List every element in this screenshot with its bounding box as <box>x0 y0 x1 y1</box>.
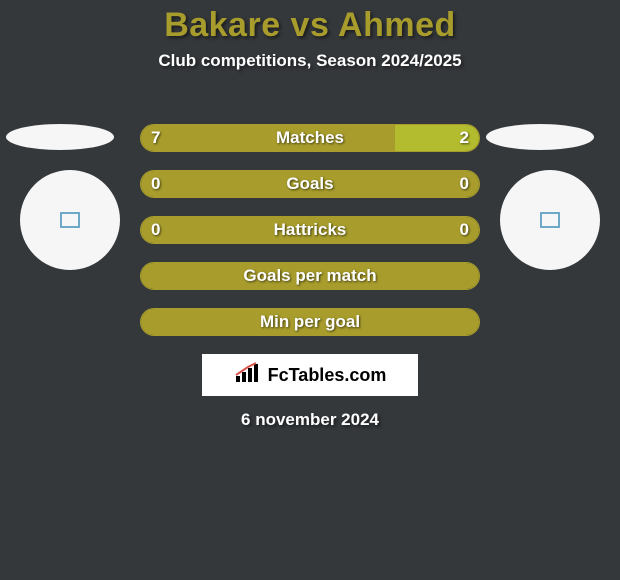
stat-bar-row: 72Matches <box>140 124 480 152</box>
stat-bar-label: Goals <box>141 171 479 197</box>
player-left-avatar <box>20 170 120 270</box>
stat-bar-row: Min per goal <box>140 308 480 336</box>
stat-bar-row: Goals per match <box>140 262 480 290</box>
stat-bar-row: 00Hattricks <box>140 216 480 244</box>
fctables-logo: FcTables.com <box>202 354 418 396</box>
subtitle: Club competitions, Season 2024/2025 <box>0 51 620 71</box>
stat-bar-label: Min per goal <box>141 309 479 335</box>
player-left-club-ellipse <box>6 124 114 150</box>
stat-bar-label: Goals per match <box>141 263 479 289</box>
stat-bar-row: 00Goals <box>140 170 480 198</box>
stat-bar-label: Matches <box>141 125 479 151</box>
logo-text: FcTables.com <box>268 365 387 386</box>
player-right-club-ellipse <box>486 124 594 150</box>
date-label: 6 november 2024 <box>0 410 620 430</box>
bar-chart-icon <box>234 362 262 389</box>
comparison-bars: 72Matches 00Goals 00Hattricks Goals per mat… <box>140 124 480 354</box>
page-title: Bakare vs Ahmed <box>0 0 620 45</box>
stat-bar-label: Hattricks <box>141 217 479 243</box>
avatar-placeholder-icon <box>540 212 560 228</box>
avatar-placeholder-icon <box>60 212 80 228</box>
player-right-avatar <box>500 170 600 270</box>
